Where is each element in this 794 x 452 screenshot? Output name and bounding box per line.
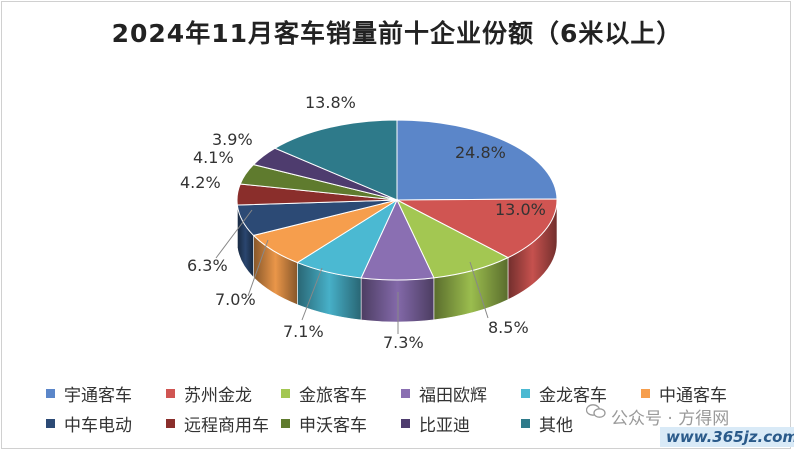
legend-swatch xyxy=(401,388,410,398)
legend-item-jinlong[interactable]: 金龙客车 xyxy=(521,381,641,406)
data-label-1: 13.0% xyxy=(495,200,546,219)
data-label-0: 24.8% xyxy=(455,143,506,162)
data-label-5: 7.0% xyxy=(215,290,256,309)
legend-item-zhongche[interactable]: 中车电动 xyxy=(46,411,166,436)
leader-line-2 xyxy=(469,261,489,319)
leader-line-5 xyxy=(247,239,269,297)
legend: 宇通客车 苏州金龙 金旅客车 福田欧辉 金龙客车 中通客车 中车电动 远程商用车… xyxy=(46,378,766,438)
pie-slice-1[interactable] xyxy=(396,198,558,259)
legend-row-1: 宇通客车 苏州金龙 金旅客车 福田欧辉 金龙客车 中通客车 xyxy=(46,378,766,408)
legend-swatch xyxy=(46,418,55,428)
legend-item-shenwo[interactable]: 申沃客车 xyxy=(281,411,401,436)
data-label-3: 7.3% xyxy=(383,333,424,352)
data-label-10: 13.8% xyxy=(305,93,356,112)
legend-item-suzhou-jinlong[interactable]: 苏州金龙 xyxy=(166,381,281,406)
data-label-4: 7.1% xyxy=(283,322,324,341)
chart-title: 2024年11月客车销量前十企业份额（6米以上） xyxy=(111,19,683,48)
data-label-7: 4.2% xyxy=(180,173,221,192)
pie-side-3 xyxy=(360,277,435,323)
legend-swatch xyxy=(521,418,530,428)
legend-swatch xyxy=(401,418,410,428)
legend-item-yutong[interactable]: 宇通客车 xyxy=(46,381,166,406)
legend-swatch xyxy=(641,388,650,398)
data-label-6: 6.3% xyxy=(187,256,228,275)
legend-swatch xyxy=(166,388,175,398)
pie-slice-0[interactable] xyxy=(396,119,558,201)
data-label-9: 3.9% xyxy=(212,130,253,149)
legend-item-other[interactable]: 其他 xyxy=(521,411,641,436)
legend-swatch xyxy=(281,418,290,428)
site-watermark: www.365jz.com xyxy=(660,427,794,447)
legend-swatch xyxy=(166,418,175,428)
legend-swatch xyxy=(521,388,530,398)
pie-slice-10[interactable] xyxy=(273,119,398,201)
leader-line-6 xyxy=(215,209,253,259)
legend-item-yuancheng[interactable]: 远程商用车 xyxy=(166,411,281,436)
legend-item-zhongtong[interactable]: 中通客车 xyxy=(641,381,761,406)
legend-item-byd[interactable]: 比亚迪 xyxy=(401,411,521,436)
data-label-2: 8.5% xyxy=(488,318,529,337)
wechat-icon xyxy=(586,404,606,426)
legend-row-2: 中车电动 远程商用车 申沃客车 比亚迪 其他 xyxy=(46,408,766,438)
watermark: 公众号 · 方得网 xyxy=(586,404,729,429)
legend-swatch xyxy=(281,388,290,398)
legend-item-jinlv[interactable]: 金旅客车 xyxy=(281,381,401,406)
leader-line-4 xyxy=(301,267,323,321)
data-label-8: 4.1% xyxy=(193,148,234,167)
legend-item-futian-ouhui[interactable]: 福田欧辉 xyxy=(401,381,521,406)
legend-swatch xyxy=(46,388,55,398)
